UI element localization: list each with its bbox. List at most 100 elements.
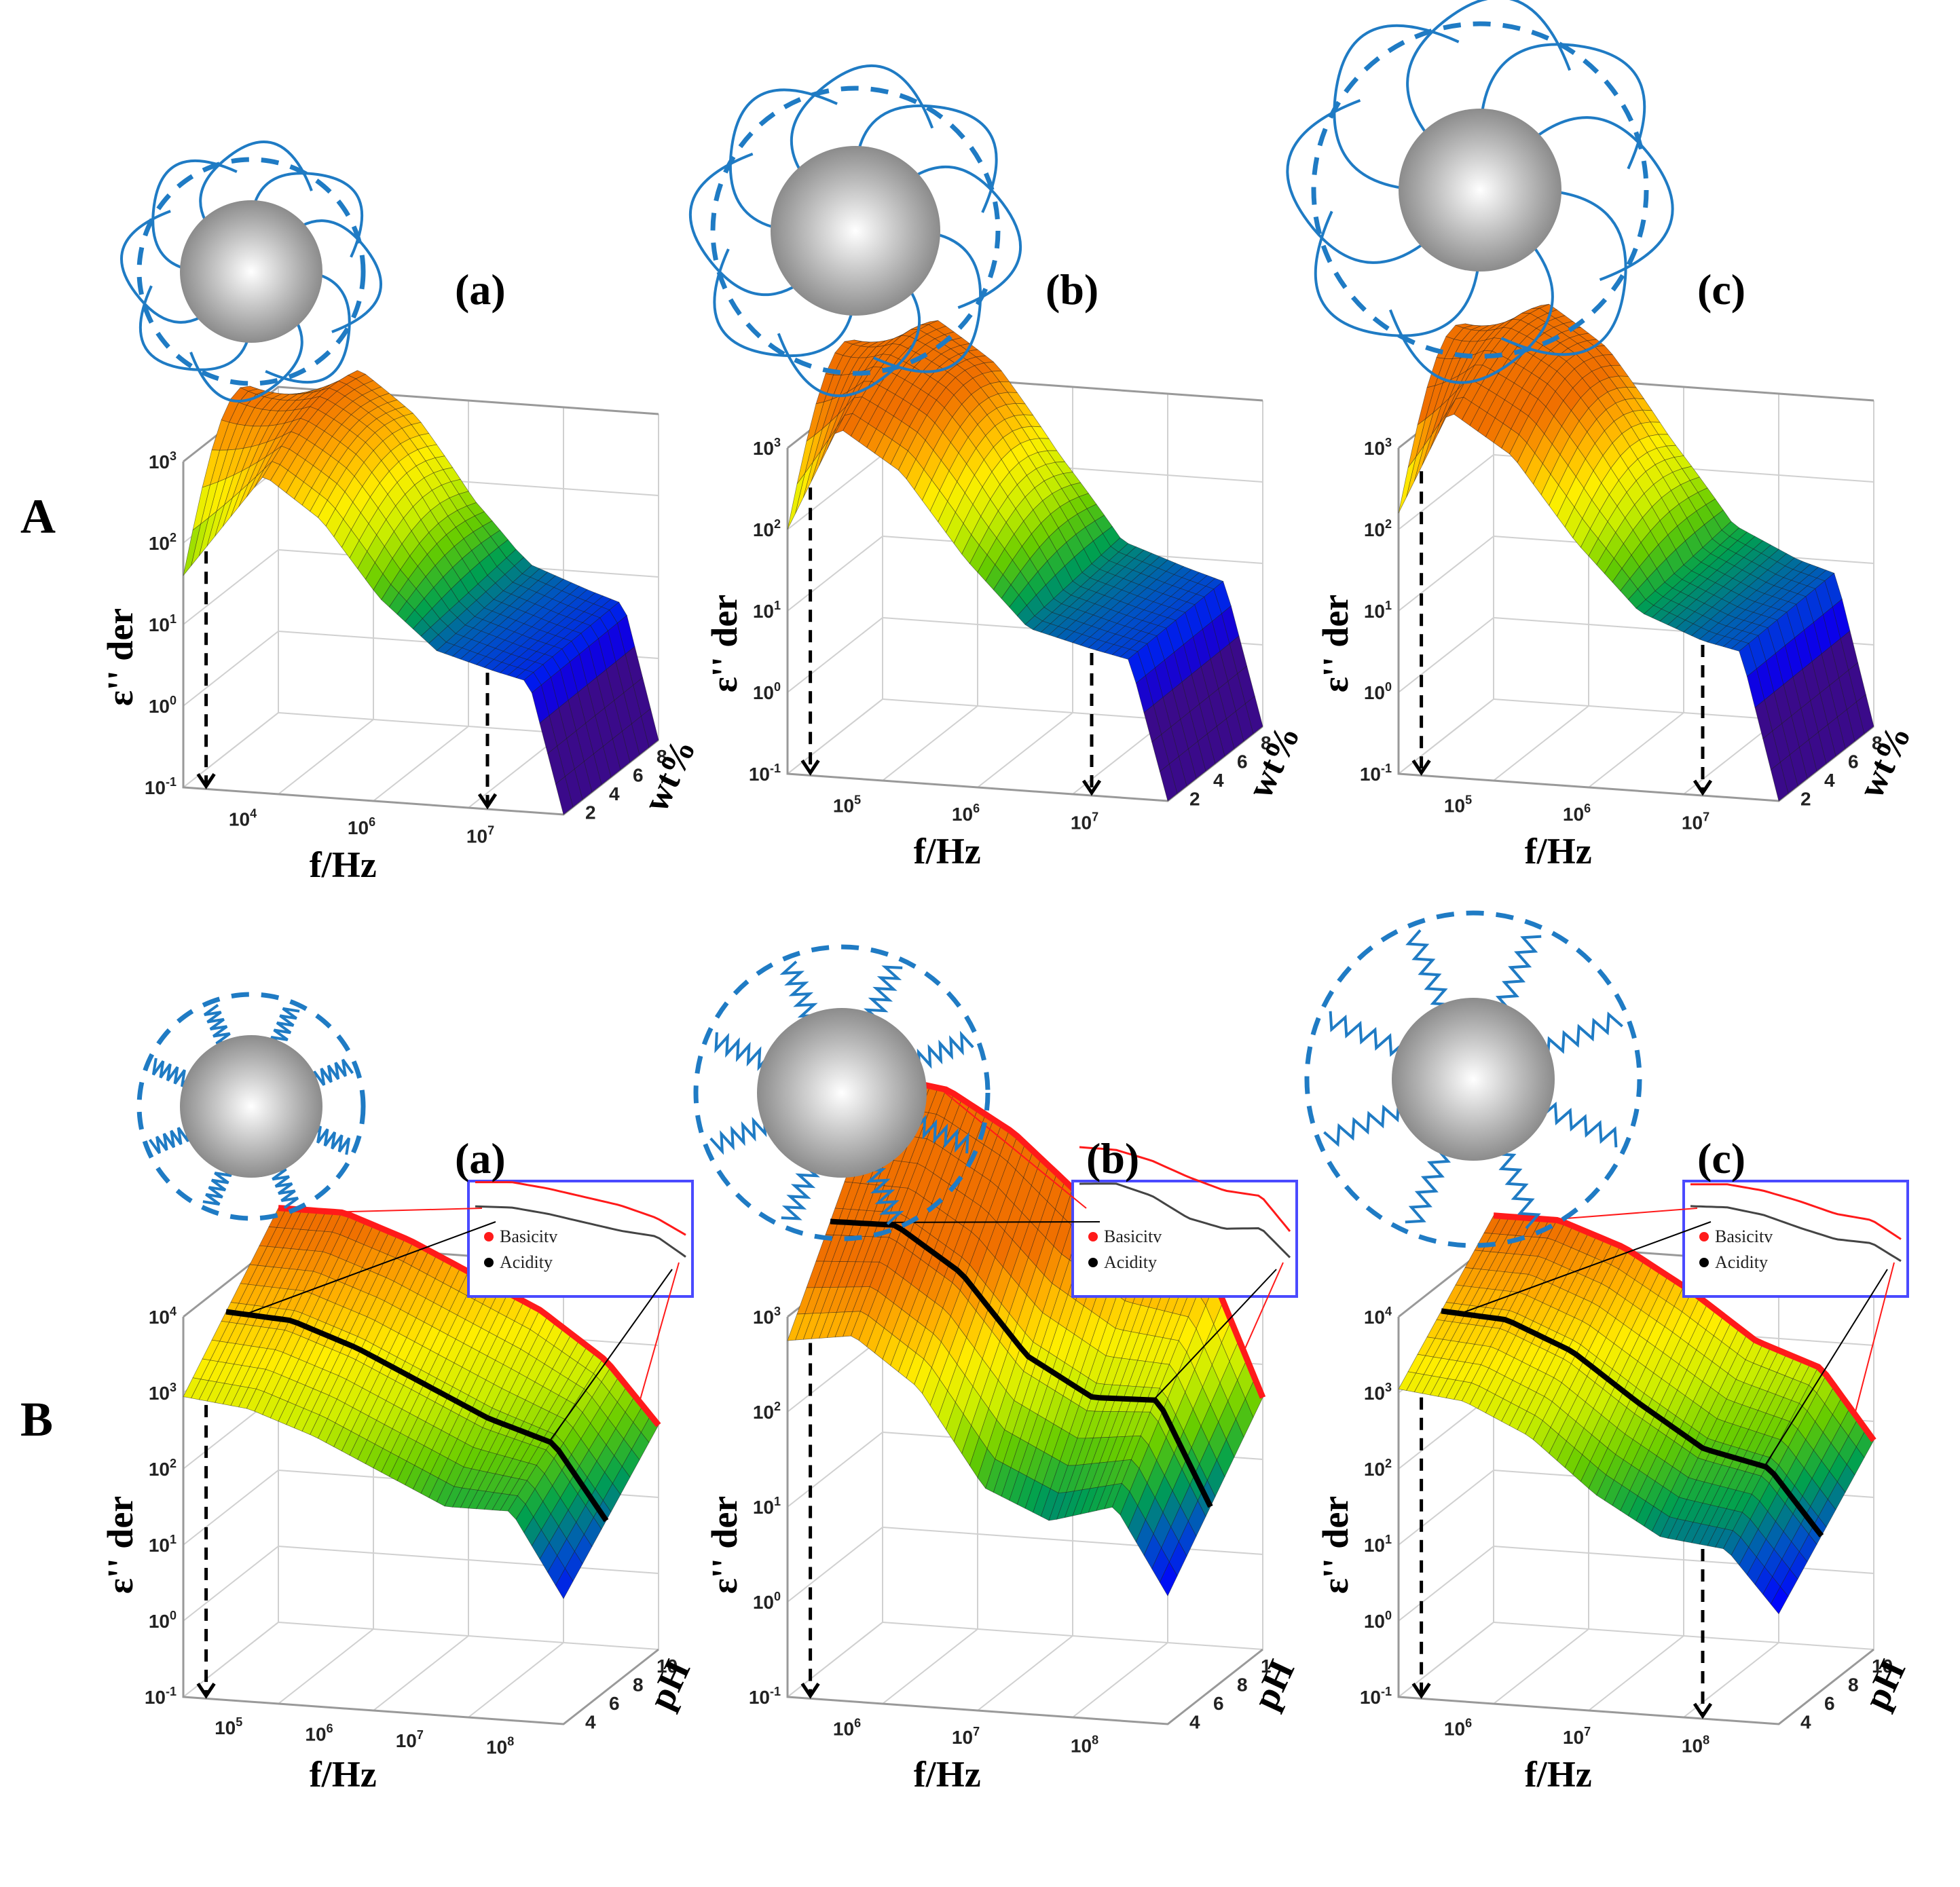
panel-label: (c)	[1697, 1134, 1746, 1182]
tick-label: 102	[149, 1457, 177, 1480]
tick-label: 102	[149, 531, 177, 554]
tick-label: 4	[1189, 1712, 1200, 1733]
nanoparticle-illustration	[689, 64, 1022, 397]
tick-label: 4	[1800, 1712, 1811, 1733]
basicity-legend-marker-icon	[1088, 1232, 1098, 1241]
tick-label: 8	[1848, 1675, 1859, 1696]
dashed-arrow-icon	[196, 1404, 216, 1699]
polymer-chains-icon	[709, 960, 974, 1225]
nanoparticle-illustration	[1304, 910, 1642, 1248]
inset-plot: Basicitv Acidity	[467, 1180, 694, 1298]
tick-label: 4	[1824, 770, 1835, 791]
tick-label: 10	[1872, 1656, 1893, 1677]
tick-label: 103	[1364, 436, 1392, 459]
acidity-curve	[225, 1309, 609, 1522]
nanoparticle-illustration	[693, 944, 991, 1241]
panel-label: (a)	[455, 265, 506, 314]
tick-label: 108	[486, 1734, 514, 1757]
tick-label: 107	[396, 1728, 424, 1751]
tick-label: 101	[149, 612, 177, 635]
tick-label: 100	[1364, 1609, 1392, 1632]
tick-label: 10-1	[1360, 1685, 1392, 1708]
tick-label: 2	[1800, 789, 1811, 810]
tick-label: 10-1	[1360, 762, 1392, 785]
legend-label: Basicitv	[1104, 1227, 1162, 1246]
tick-label: 107	[1071, 810, 1098, 833]
shell-boundary-icon	[1304, 910, 1642, 1248]
tick-label: 10-1	[749, 762, 781, 785]
tick-label: 4	[1213, 770, 1224, 791]
panel-a-a: 10-1 100 101 102 103 104 106 107 2 4 6 8 f/Hz ε'' der…	[100, 95, 726, 943]
basicity-legend-marker-icon	[1699, 1232, 1709, 1241]
tick-label: 100	[1364, 680, 1392, 703]
x-axis-title: f/Hz	[1525, 831, 1592, 872]
surface-plot: BasicitvAcidity10-1100101102103104105106…	[100, 1180, 698, 1795]
dashed-arrow-icon	[800, 487, 1102, 796]
nanoparticle-diagram	[1304, 910, 1642, 1248]
tick-label: 100	[149, 694, 177, 717]
panel-b-a: Basicitv Acidity 10-1 100 101 102 103 104 105 106…	[100, 992, 726, 1887]
tick-label: 107	[1682, 810, 1709, 833]
z-axis-title: pH	[1855, 1654, 1913, 1716]
tick-label: 105	[1444, 793, 1472, 816]
y-axis-title: ε'' der	[100, 608, 141, 707]
tick-label: 108	[1682, 1733, 1709, 1756]
polymer-chains-icon	[148, 1003, 354, 1210]
shell-boundary-icon	[1311, 21, 1649, 359]
particle-core-icon	[757, 1008, 927, 1178]
polymer-chains-icon	[689, 64, 1022, 397]
tick-label: 100	[753, 680, 781, 703]
dashed-arrow-icon	[1411, 471, 1713, 796]
tick-label: 106	[952, 802, 980, 825]
nanoparticle-illustration	[136, 992, 366, 1221]
acidity-curve	[1441, 1308, 1824, 1538]
shell-boundary-icon	[136, 157, 366, 386]
tick-label: 106	[348, 815, 375, 838]
nanoparticle-diagram	[689, 64, 1022, 397]
z-axis-title: pH	[1244, 1654, 1302, 1716]
tick-label: 6	[1213, 1693, 1224, 1714]
legend-label: Basicitv	[1715, 1227, 1773, 1246]
tick-label: 8	[1872, 732, 1883, 753]
legend-label: Basicitv	[500, 1227, 557, 1246]
tick-label: 106	[833, 1716, 861, 1739]
tick-label: 6	[1237, 751, 1248, 772]
polymer-chains-icon	[1323, 929, 1623, 1229]
tick-label: 6	[1824, 1693, 1835, 1714]
legend-label: Acidity	[500, 1252, 553, 1272]
tick-label: 101	[1364, 1533, 1392, 1556]
panel-label: (c)	[1697, 265, 1746, 314]
nanoparticle-diagram	[136, 992, 366, 1221]
tick-label: 107	[952, 1725, 980, 1748]
acidity-legend-marker-icon	[1088, 1258, 1098, 1267]
tick-label: 1	[1261, 1656, 1272, 1677]
surface-mesh	[787, 320, 1263, 802]
shell-boundary-icon	[710, 86, 1001, 376]
tick-label: 101	[753, 599, 781, 622]
tick-label: 108	[1071, 1733, 1098, 1756]
panel-a-c: 10-1 100 101 102 103 105 106 107 2 4 6 8 f/Hz ε'' der…	[1286, 0, 1942, 943]
tick-label: 6	[1848, 751, 1859, 772]
dashed-arrow-icon	[196, 551, 498, 810]
legend-label: Acidity	[1715, 1252, 1768, 1272]
y-axis-title: ε'' der	[704, 1496, 745, 1594]
polymer-chains-icon	[119, 140, 383, 403]
surface-plot: BasicitvAcidity10-1100101102103104106107…	[1315, 1180, 1913, 1795]
x-axis-title: f/Hz	[914, 831, 981, 872]
tick-label: 107	[1563, 1725, 1591, 1748]
tick-label: 2	[1189, 789, 1200, 810]
tick-label: 105	[215, 1715, 242, 1738]
panel-b-c: Basicitv Acidity 10-1 100 101 102 103 104 106 107…	[1304, 910, 1942, 1887]
y-axis-title: ε'' der	[100, 1496, 141, 1594]
x-axis-title: f/Hz	[1525, 1754, 1592, 1795]
tick-label: 106	[1444, 1716, 1472, 1739]
acidity-legend-marker-icon	[484, 1258, 494, 1267]
tick-label: 101	[1364, 599, 1392, 622]
panel-label: (b)	[1086, 1134, 1140, 1182]
nanoparticle-diagram	[119, 140, 383, 403]
nanoparticle-illustration	[119, 140, 383, 403]
y-axis-title: ε'' der	[1315, 1496, 1356, 1594]
legend-label: Acidity	[1104, 1252, 1157, 1272]
